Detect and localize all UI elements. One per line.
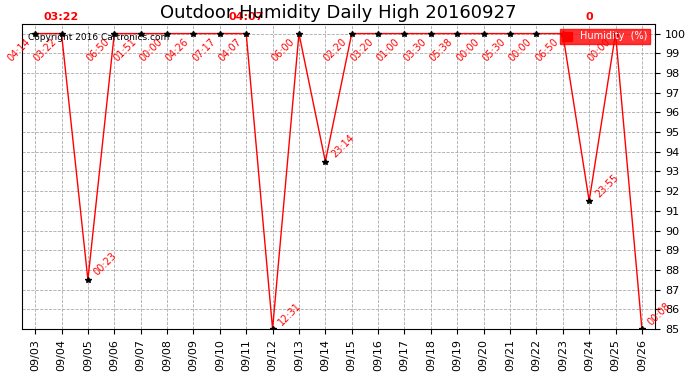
Text: 03:22: 03:22 (44, 12, 79, 22)
Text: 23:14: 23:14 (329, 133, 356, 160)
Text: 02:20: 02:20 (322, 36, 349, 63)
Text: 00:00: 00:00 (138, 36, 164, 63)
Text: 00:00: 00:00 (586, 36, 613, 63)
Text: 00:00: 00:00 (507, 36, 534, 63)
Text: 04:07: 04:07 (228, 12, 264, 22)
Text: 00:23: 00:23 (92, 251, 119, 278)
Text: 00:00: 00:00 (454, 36, 481, 63)
Text: 0: 0 (585, 12, 593, 22)
Text: 06:50: 06:50 (85, 36, 112, 63)
Text: 06:00: 06:00 (270, 36, 296, 63)
Text: 12:31: 12:31 (277, 300, 304, 327)
Text: 05:38: 05:38 (428, 36, 455, 63)
Text: 04:26: 04:26 (164, 36, 191, 63)
Text: Copyright 2016 Cartronics.com: Copyright 2016 Cartronics.com (28, 33, 170, 42)
Title: Outdoor Humidity Daily High 20160927: Outdoor Humidity Daily High 20160927 (160, 4, 517, 22)
Text: 00:08: 00:08 (646, 300, 673, 327)
Text: 01:00: 01:00 (375, 36, 402, 63)
Text: 03:20: 03:20 (348, 36, 375, 63)
Text: 01:51: 01:51 (111, 36, 138, 63)
Text: 03:22: 03:22 (32, 36, 59, 63)
Text: 04:14: 04:14 (6, 36, 32, 63)
Legend: Humidity  (%): Humidity (%) (560, 28, 650, 44)
Text: 23:55: 23:55 (593, 172, 620, 199)
Text: 04:07: 04:07 (217, 36, 244, 63)
Text: 05:30: 05:30 (481, 36, 507, 63)
Text: 07:17: 07:17 (190, 36, 217, 63)
Text: 06:50: 06:50 (533, 36, 560, 63)
Text: 03:30: 03:30 (402, 36, 428, 63)
